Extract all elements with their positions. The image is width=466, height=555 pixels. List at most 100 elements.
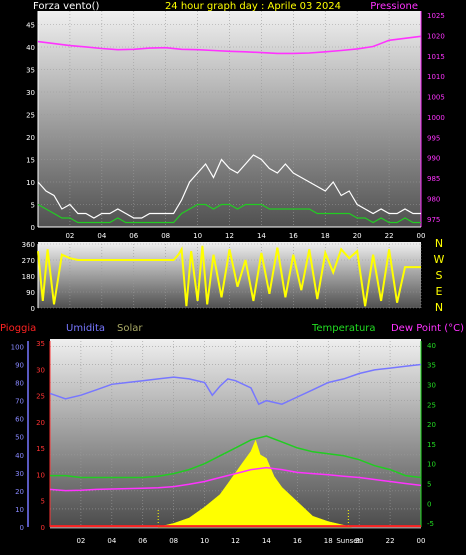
x-tick-label: 00: [417, 232, 426, 240]
header-chart-title: 24 hour graph day : Aprile 03 2024: [165, 1, 341, 12]
p3-x-tick-label: 16: [293, 537, 302, 545]
y-right-tick-label: 995: [427, 134, 440, 142]
y-right-tick-label: 1025: [427, 12, 445, 20]
p3-humidity-tick-label: 0: [20, 524, 24, 532]
header-pressure-title: Pressione: [370, 1, 418, 12]
legend-humidity: Umidita: [66, 323, 105, 334]
sunset-label: Sunset: [336, 537, 360, 545]
series-direction: [37, 245, 421, 307]
series-dewpoint: [49, 466, 422, 492]
dir-y-tick-label: 90: [26, 289, 35, 297]
p3-rain-tick-label: 10: [36, 471, 45, 479]
x-tick-label: 06: [129, 232, 138, 240]
p3-temp-tick-label: -5: [427, 520, 434, 528]
series-wind_avg: [37, 203, 421, 224]
p3-humidity-tick-label: 20: [15, 488, 24, 496]
series-wind_gust: [37, 154, 421, 219]
y-left-tick-label: 30: [26, 89, 35, 97]
p3-rain-tick-label: 35: [36, 340, 45, 348]
p3-x-tick-label: 12: [231, 537, 240, 545]
dir-letter-w: W: [434, 253, 445, 266]
p3-x-tick-label: 08: [169, 537, 178, 545]
y-right-tick-label: 1015: [427, 53, 445, 61]
x-tick-label: 02: [65, 232, 74, 240]
y-left-tick-label: 40: [26, 44, 35, 52]
p3-rain-tick-label: 30: [36, 366, 45, 374]
legend-dewpoint: Dew Point (°C): [391, 323, 464, 334]
p3-humidity-tick-label: 100: [11, 343, 24, 351]
y-right-tick-label: 1020: [427, 32, 445, 40]
y-left-tick-label: 20: [26, 134, 35, 142]
p3-humidity-tick-label: 60: [15, 416, 24, 424]
p3-humidity-tick-label: 40: [15, 452, 24, 460]
series-pressure: [37, 35, 422, 55]
p3-temp-tick-label: 20: [427, 421, 436, 429]
y-right-tick-label: 1005: [427, 94, 445, 102]
legend-temperature: Temperatura: [311, 323, 376, 334]
y-left-tick-label: 10: [26, 179, 35, 187]
p3-x-tick-label: 18: [324, 537, 333, 545]
series-humidity: [49, 363, 422, 406]
p3-temp-tick-label: 0: [427, 500, 431, 508]
p3-x-tick-label: 02: [76, 537, 85, 545]
y-left-tick-label: 5: [31, 202, 35, 210]
p3-temp-tick-label: 25: [427, 401, 436, 409]
dir-y-tick-label: 360: [22, 241, 35, 249]
x-tick-label: 14: [257, 232, 266, 240]
p3-humidity-tick-label: 80: [15, 380, 24, 388]
x-tick-label: 18: [321, 232, 330, 240]
p3-x-tick-label: 14: [262, 537, 271, 545]
dir-y-tick-label: 270: [22, 257, 35, 265]
y-left-tick-label: 15: [26, 157, 35, 165]
y-right-tick-label: 1000: [427, 114, 445, 122]
legend-solar: Solar: [117, 323, 143, 334]
y-left-tick-label: 0: [31, 224, 35, 232]
p3-temp-tick-label: 30: [427, 382, 436, 390]
y-right-tick-label: 980: [427, 195, 440, 203]
y-right-tick-label: 1010: [427, 73, 445, 81]
x-tick-label: 12: [225, 232, 234, 240]
x-tick-label: 04: [97, 232, 106, 240]
x-tick-label: 08: [161, 232, 170, 240]
p3-x-tick-label: 20: [355, 537, 364, 545]
p3-rain-tick-label: 0: [41, 524, 45, 532]
p3-x-tick-label: 10: [200, 537, 209, 545]
p3-rain-tick-label: 5: [41, 498, 45, 506]
dir-letter-e: E: [436, 285, 443, 298]
x-tick-label: 20: [353, 232, 362, 240]
x-tick-label: 22: [385, 232, 394, 240]
y-left-tick-label: 45: [26, 22, 35, 30]
p3-x-tick-label: 22: [386, 537, 395, 545]
p3-temp-tick-label: 15: [427, 441, 436, 449]
p3-temp-tick-label: 5: [427, 480, 431, 488]
p3-humidity-tick-label: 70: [15, 398, 24, 406]
p3-rain-tick-label: 25: [36, 393, 45, 401]
y-right-tick-label: 985: [427, 175, 440, 183]
x-tick-label: 10: [193, 232, 202, 240]
p3-temp-tick-label: 40: [427, 342, 436, 350]
p3-humidity-tick-label: 10: [15, 506, 24, 514]
p3-x-tick-label: 04: [107, 537, 116, 545]
y-right-tick-label: 975: [427, 216, 440, 224]
dir-y-tick-label: 0: [31, 305, 35, 313]
series-temperature: [50, 435, 422, 479]
p3-humidity-tick-label: 50: [15, 434, 24, 442]
y-right-tick-label: 990: [427, 155, 440, 163]
p3-humidity-tick-label: 90: [15, 361, 24, 369]
p3-temp-tick-label: 35: [427, 362, 436, 370]
dir-letter-s: S: [436, 269, 443, 282]
y-left-tick-label: 25: [26, 112, 35, 120]
y-left-tick-label: 35: [26, 67, 35, 75]
header-wind-title: Forza vento(): [33, 1, 100, 12]
p3-temp-tick-label: 10: [427, 461, 436, 469]
x-tick-label: 16: [289, 232, 298, 240]
p3-x-tick-label: 00: [417, 537, 426, 545]
p3-rain-tick-label: 15: [36, 445, 45, 453]
p3-rain-tick-label: 20: [36, 419, 45, 427]
dir-y-tick-label: 180: [22, 273, 35, 281]
p3-x-tick-label: 06: [138, 537, 147, 545]
legend-rain: Pioggia: [0, 323, 36, 334]
series-solar: [158, 439, 352, 528]
dir-letter-n-bottom: N: [435, 301, 443, 314]
